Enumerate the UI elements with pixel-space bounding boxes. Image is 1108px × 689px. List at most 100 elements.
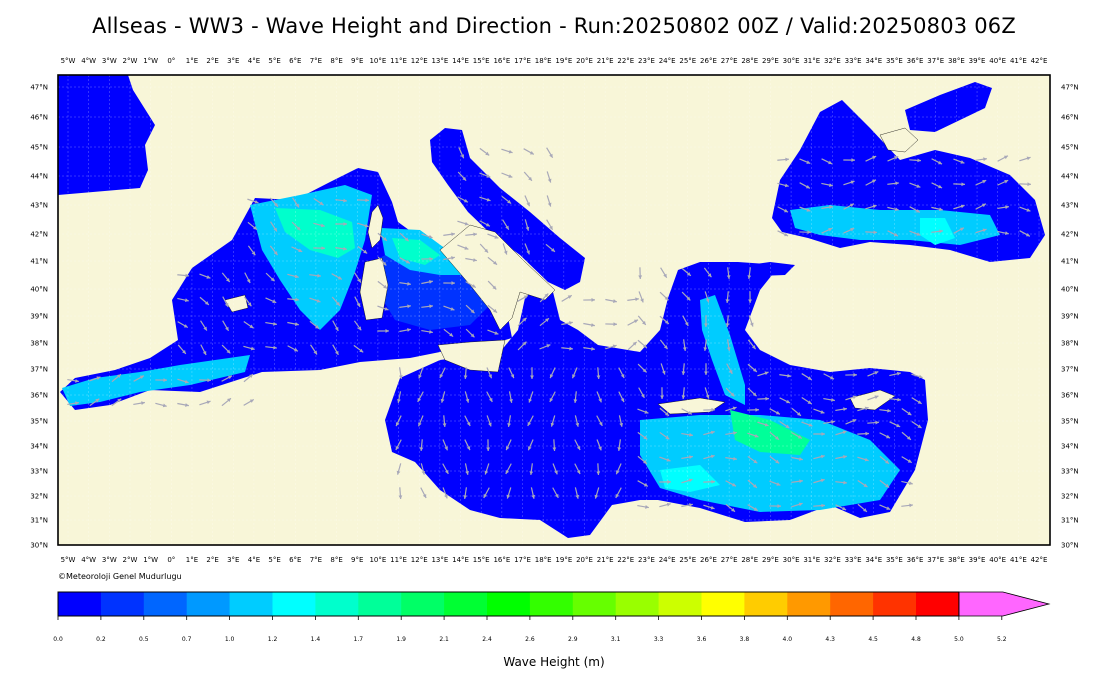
- wave-arrow: [243, 398, 255, 406]
- wave-arrow: [821, 182, 833, 187]
- lon-tick-top: 23°E: [638, 57, 655, 65]
- wave-arrow: [508, 367, 515, 379]
- wave-arrow: [791, 479, 803, 484]
- wave-arrow: [177, 321, 189, 328]
- wave-arrow: [458, 147, 465, 159]
- lat-tick-left: 41°N: [30, 258, 48, 266]
- lon-tick-bottom: 1°W: [143, 556, 158, 564]
- wave-arrow: [931, 158, 943, 165]
- wave-arrow: [659, 431, 670, 440]
- lat-tick-right: 34°N: [1061, 443, 1079, 451]
- colorbar-swatch: [272, 592, 316, 616]
- lat-tick-left: 46°N: [30, 114, 48, 122]
- colorbar-tick-label: 1.0: [225, 636, 235, 643]
- wave-arrow: [777, 230, 789, 237]
- lon-tick-top: 9°E: [351, 57, 363, 65]
- wave-arrow: [399, 328, 411, 333]
- wave-arrow: [200, 320, 208, 331]
- lon-tick-bottom: 35°E: [886, 556, 903, 564]
- wave-arrow: [637, 455, 648, 465]
- lat-tick-right: 46°N: [1061, 114, 1079, 122]
- wave-arrow: [681, 291, 691, 301]
- wave-arrow: [517, 317, 527, 327]
- colorbar-tick-label: 1.9: [396, 636, 406, 643]
- colorbar-frame: [57, 591, 960, 617]
- sea-layer: [58, 75, 1045, 538]
- wave-arrow: [835, 504, 847, 511]
- wave-arrow: [463, 367, 468, 380]
- wave-arrow: [703, 267, 712, 278]
- colorbar-tick-label: 3.1: [611, 636, 621, 643]
- wave-arrow: [879, 504, 891, 511]
- lon-tick-top: 14°E: [452, 57, 469, 65]
- wave-arrow: [177, 402, 189, 407]
- tyrrhenian-sea: [375, 248, 490, 330]
- lon-tick-bottom: 30°E: [783, 556, 800, 564]
- wave-arrow: [823, 373, 835, 380]
- wave-arrow: [200, 344, 207, 356]
- wave-arrow: [574, 487, 580, 499]
- wave-arrow: [637, 339, 648, 349]
- colorbar-label: Wave Height (m): [503, 655, 605, 669]
- colorbar-swatch: [444, 592, 488, 616]
- wave-arrow: [377, 256, 387, 266]
- wave-arrow: [177, 273, 190, 278]
- lon-tick-top: 5°E: [268, 57, 280, 65]
- wave-arrow: [443, 256, 455, 261]
- wave-arrow: [505, 463, 512, 475]
- wave-arrow: [357, 222, 369, 228]
- colorbar-tick-label: 2.9: [568, 636, 578, 643]
- wave-arrow: [465, 281, 477, 289]
- lon-tick-bottom: 21°E: [597, 556, 614, 564]
- wave-arrow: [703, 407, 716, 412]
- wave-arrow: [571, 367, 578, 379]
- wave-arrow: [627, 341, 638, 351]
- wave-arrow: [484, 463, 490, 475]
- lon-tick-top: 41°E: [1010, 57, 1027, 65]
- wave-arrow: [243, 320, 254, 329]
- wave-arrow: [524, 219, 530, 231]
- wave-arrow: [725, 315, 730, 328]
- wave-arrow: [561, 294, 573, 302]
- colorbar-swatch: [186, 592, 231, 616]
- wave-arrow: [506, 487, 512, 499]
- wave-arrow: [443, 232, 455, 237]
- wave-arrow: [89, 376, 101, 382]
- wave-arrow: [221, 344, 231, 354]
- wave-arrow: [953, 158, 965, 164]
- wave-arrow: [539, 317, 550, 327]
- wave-arrow: [457, 171, 467, 182]
- lon-tick-top: 36°E: [907, 57, 924, 65]
- wave-arrow: [464, 391, 470, 403]
- wave-arrow: [243, 373, 254, 383]
- wave-arrow: [502, 219, 510, 230]
- wave-arrow: [265, 321, 277, 326]
- wave-arrow: [486, 415, 492, 427]
- wave-arrow: [911, 373, 923, 379]
- wave-arrow: [67, 378, 79, 383]
- wave-peak-libya: [660, 465, 720, 492]
- wave-arrow: [377, 305, 389, 311]
- lat-tick-left: 42°N: [30, 231, 48, 239]
- wave-arrow: [443, 305, 455, 311]
- lat-tick-left: 34°N: [30, 443, 48, 451]
- map-frame: [57, 74, 1051, 546]
- wave-arrow: [931, 182, 943, 189]
- wave-arrow: [889, 397, 902, 402]
- lon-tick-bottom: 8°E: [330, 556, 342, 564]
- wave-arrow: [725, 503, 736, 513]
- wave-arrow: [605, 298, 617, 303]
- wave-arrow: [443, 328, 454, 338]
- wave-arrow: [725, 406, 737, 412]
- wave-arrow: [791, 407, 802, 417]
- wave-arrow: [887, 155, 899, 162]
- wave-arrow: [539, 344, 551, 350]
- lon-tick-top: 15°E: [473, 57, 490, 65]
- wave-arrow: [835, 430, 847, 436]
- wave-arrow: [801, 421, 813, 427]
- wave-arrow: [901, 480, 913, 486]
- adriatic-sea: [430, 128, 585, 290]
- wave-arrow: [265, 297, 277, 304]
- wave-arrow: [270, 221, 278, 232]
